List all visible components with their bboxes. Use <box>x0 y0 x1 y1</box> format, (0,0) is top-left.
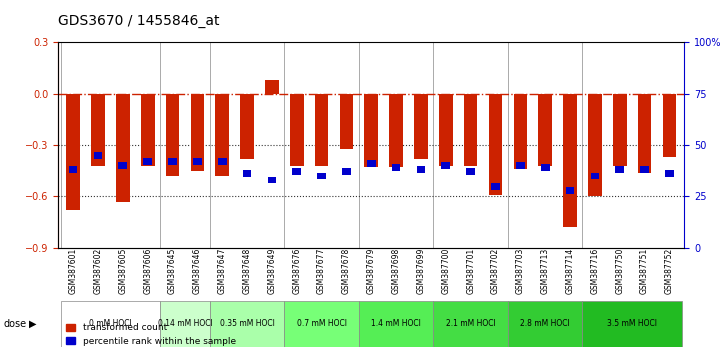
Text: GSM387679: GSM387679 <box>367 248 376 294</box>
Bar <box>638 94 652 172</box>
Text: GSM387750: GSM387750 <box>615 248 624 294</box>
Bar <box>416 166 425 173</box>
Bar <box>590 172 599 179</box>
FancyBboxPatch shape <box>210 301 285 347</box>
Bar <box>339 94 353 149</box>
Text: GSM387645: GSM387645 <box>168 248 177 294</box>
Bar <box>467 169 475 175</box>
Bar <box>516 162 525 169</box>
Text: GSM387602: GSM387602 <box>93 248 103 294</box>
Bar <box>290 94 304 166</box>
Bar <box>439 94 453 166</box>
Text: GSM387714: GSM387714 <box>566 248 574 294</box>
Text: GSM387702: GSM387702 <box>491 248 500 294</box>
Bar <box>314 94 328 166</box>
Text: 1.4 mM HOCl: 1.4 mM HOCl <box>371 319 421 329</box>
Text: GDS3670 / 1455846_at: GDS3670 / 1455846_at <box>58 14 220 28</box>
Text: GSM387649: GSM387649 <box>267 248 277 294</box>
Text: GSM387703: GSM387703 <box>516 248 525 294</box>
Bar <box>488 94 502 195</box>
Bar <box>218 158 226 165</box>
Text: GSM387601: GSM387601 <box>68 248 78 294</box>
Bar <box>464 94 478 166</box>
Bar <box>166 94 179 176</box>
Text: GSM387751: GSM387751 <box>640 248 649 294</box>
Bar <box>215 94 229 176</box>
Bar <box>414 94 428 159</box>
Text: GSM387699: GSM387699 <box>416 248 425 294</box>
Text: GSM387648: GSM387648 <box>242 248 252 294</box>
Bar <box>342 169 351 175</box>
Text: GSM387701: GSM387701 <box>466 248 475 294</box>
Bar <box>141 94 154 166</box>
Bar <box>613 94 627 166</box>
Bar <box>640 166 649 173</box>
Bar <box>513 94 527 169</box>
Text: dose: dose <box>4 319 27 329</box>
Bar <box>367 160 376 167</box>
Text: GSM387716: GSM387716 <box>590 248 599 294</box>
Bar <box>365 94 378 167</box>
Bar <box>143 158 152 165</box>
Text: GSM387606: GSM387606 <box>143 248 152 294</box>
FancyBboxPatch shape <box>160 301 210 347</box>
Text: GSM387752: GSM387752 <box>665 248 674 294</box>
Bar <box>441 162 450 169</box>
Text: 2.8 mM HOCl: 2.8 mM HOCl <box>521 319 570 329</box>
Bar <box>539 94 552 166</box>
Bar <box>119 162 127 169</box>
Bar <box>662 94 676 157</box>
Text: 2.1 mM HOCl: 2.1 mM HOCl <box>446 319 496 329</box>
Text: 0.35 mM HOCl: 0.35 mM HOCl <box>220 319 274 329</box>
Text: GSM387700: GSM387700 <box>441 248 451 294</box>
Bar <box>563 94 577 227</box>
Bar <box>392 164 400 171</box>
Text: 0.7 mM HOCl: 0.7 mM HOCl <box>296 319 347 329</box>
FancyBboxPatch shape <box>359 301 433 347</box>
Text: GSM387605: GSM387605 <box>119 248 127 294</box>
Text: ▶: ▶ <box>29 319 36 329</box>
Bar <box>665 171 673 177</box>
Bar <box>193 158 202 165</box>
Bar <box>389 94 403 167</box>
Bar <box>541 164 550 171</box>
Bar <box>615 166 624 173</box>
Bar <box>242 171 251 177</box>
Text: GSM387677: GSM387677 <box>317 248 326 294</box>
Text: GSM387646: GSM387646 <box>193 248 202 294</box>
Bar <box>191 94 204 171</box>
Legend: transformed count, percentile rank within the sample: transformed count, percentile rank withi… <box>63 320 240 349</box>
Bar <box>66 94 80 210</box>
FancyBboxPatch shape <box>508 301 582 347</box>
FancyBboxPatch shape <box>285 301 359 347</box>
Bar <box>69 166 77 173</box>
FancyBboxPatch shape <box>60 301 160 347</box>
Bar <box>317 172 326 179</box>
Text: GSM387713: GSM387713 <box>541 248 550 294</box>
Text: GSM387698: GSM387698 <box>392 248 400 294</box>
FancyBboxPatch shape <box>582 301 682 347</box>
Text: GSM387676: GSM387676 <box>292 248 301 294</box>
Bar <box>116 94 130 202</box>
Bar <box>491 183 500 190</box>
Bar <box>588 94 602 196</box>
Text: GSM387647: GSM387647 <box>218 248 226 294</box>
Bar <box>268 177 276 183</box>
Bar <box>94 152 103 159</box>
FancyBboxPatch shape <box>433 301 508 347</box>
Bar <box>293 169 301 175</box>
Text: 0 mM HOCl: 0 mM HOCl <box>89 319 132 329</box>
Text: 3.5 mM HOCl: 3.5 mM HOCl <box>607 319 657 329</box>
Bar <box>265 80 279 94</box>
Bar <box>566 187 574 194</box>
Bar <box>168 158 177 165</box>
Text: 0.14 mM HOCl: 0.14 mM HOCl <box>157 319 213 329</box>
Bar <box>240 94 254 159</box>
Text: GSM387678: GSM387678 <box>342 248 351 294</box>
Bar <box>91 94 105 166</box>
